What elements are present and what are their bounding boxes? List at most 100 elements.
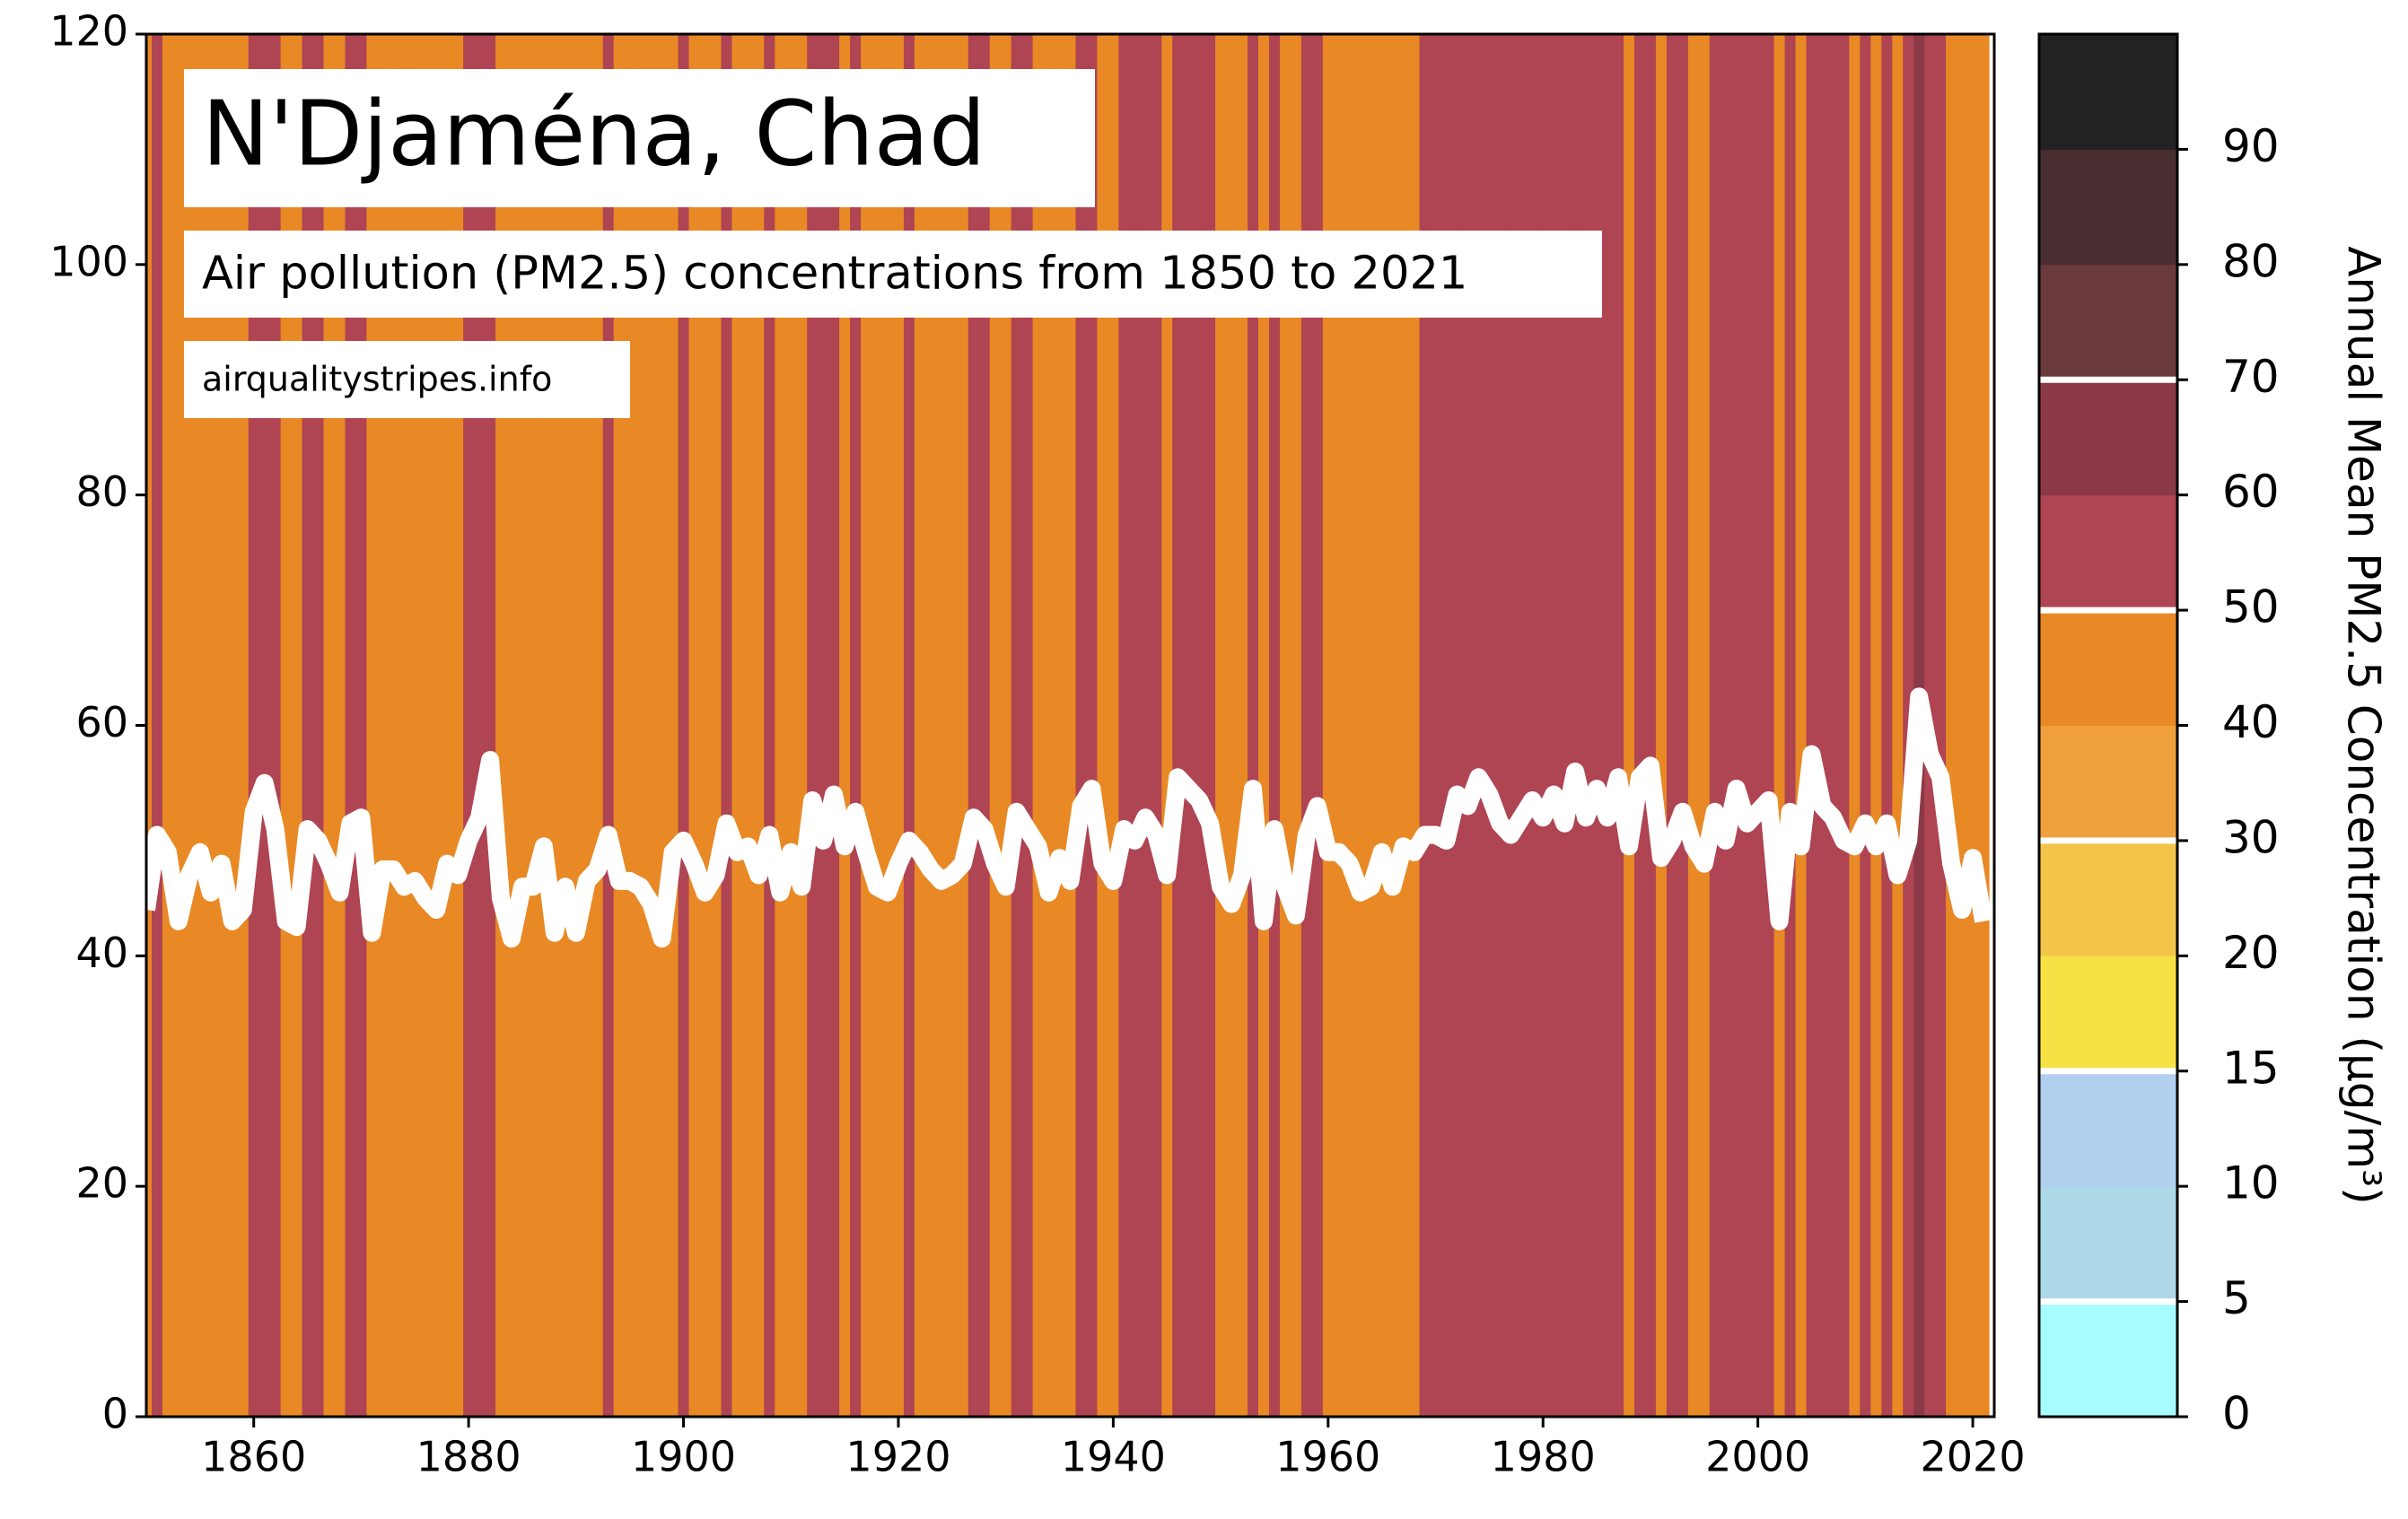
stripe [1548, 34, 1560, 1417]
y-tick-label: 0 [102, 1390, 128, 1438]
x-tick-label: 2020 [1921, 1433, 2026, 1481]
stripe [1570, 34, 1581, 1417]
stripe [828, 34, 840, 1417]
stripe [1333, 34, 1345, 1417]
stripe [1322, 34, 1335, 1417]
stripe [1591, 34, 1603, 1417]
stripe [1290, 34, 1302, 1417]
stripe [1633, 34, 1646, 1417]
stripe [656, 34, 669, 1417]
stripe [796, 34, 808, 1417]
stripe [861, 34, 872, 1417]
stripe [882, 34, 894, 1417]
stripe [1677, 34, 1689, 1417]
stripe [1559, 34, 1571, 1417]
colorbar-tick-label: 60 [2222, 466, 2280, 518]
stripe [688, 34, 701, 1417]
stripe [1376, 34, 1388, 1417]
stripe [1172, 34, 1184, 1417]
stripe [1387, 34, 1399, 1417]
stripe [1806, 34, 1818, 1417]
stripe [162, 34, 174, 1417]
stripe [1795, 34, 1808, 1417]
y-tick-label: 40 [75, 929, 128, 977]
colorbar-segment [2039, 380, 2177, 496]
stripe [1613, 34, 1624, 1417]
stripe [785, 34, 797, 1417]
x-tick-label: 1980 [1491, 1433, 1596, 1481]
stripe [1527, 34, 1538, 1417]
colorbar-tick-label: 40 [2222, 696, 2280, 748]
stripe [1300, 34, 1313, 1417]
stripe [1892, 34, 1904, 1417]
chart-subtitle: Air pollution (PM2.5) concentrations fro… [202, 248, 1467, 301]
stripe [1000, 34, 1012, 1417]
stripe [699, 34, 712, 1417]
y-tick-label: 60 [75, 698, 128, 746]
stripe [1408, 34, 1421, 1417]
colorbar-tick-label: 70 [2222, 351, 2280, 403]
colorbar-segment [2039, 149, 2177, 266]
stripe [1440, 34, 1453, 1417]
colorbar-segment [2039, 264, 2177, 380]
stripe [146, 34, 153, 1417]
colorbar-tick-label: 30 [2222, 811, 2280, 863]
y-tick-label: 120 [49, 7, 128, 56]
stripe [1183, 34, 1195, 1417]
colorbar-segment [2039, 1186, 2177, 1303]
stripe [1967, 34, 1979, 1417]
colorbar-tick-label: 15 [2222, 1042, 2280, 1094]
colorbar-tick-label: 50 [2222, 581, 2280, 633]
stripe [742, 34, 754, 1417]
stripe [1462, 34, 1475, 1417]
chart-title-box [184, 69, 1095, 207]
stripe [1194, 34, 1205, 1417]
stripe [1151, 34, 1162, 1417]
stripe [1204, 34, 1216, 1417]
stripe [1430, 34, 1442, 1417]
stripe [1741, 34, 1754, 1417]
stripe [1354, 34, 1367, 1417]
stripe [1784, 34, 1797, 1417]
chart-title: N'Djaména, Chad [202, 81, 986, 186]
colorbar-tick-label: 90 [2222, 120, 2280, 172]
stripe [946, 34, 959, 1417]
stripe [1537, 34, 1549, 1417]
stripe [1624, 34, 1635, 1417]
stripe [753, 34, 765, 1417]
stripe [1687, 34, 1700, 1417]
stripe [1957, 34, 1968, 1417]
colorbar-tick-label: 0 [2222, 1388, 2251, 1440]
stripe [1881, 34, 1893, 1417]
stripe [667, 34, 679, 1417]
stripe [1161, 34, 1173, 1417]
stripe [1581, 34, 1592, 1417]
stripe [1505, 34, 1517, 1417]
y-tick-label: 100 [49, 237, 128, 285]
stripe [1268, 34, 1281, 1417]
chart-source-box [184, 341, 630, 418]
x-tick-label: 1880 [416, 1433, 521, 1481]
stripe [151, 34, 163, 1417]
stripe [1097, 34, 1108, 1417]
stripe [1215, 34, 1227, 1417]
stripe [1644, 34, 1657, 1417]
chart-subtitle-box [184, 231, 1602, 318]
colorbar-tick-label: 80 [2222, 235, 2280, 287]
stripe [1365, 34, 1378, 1417]
stripe [1043, 34, 1055, 1417]
colorbar-segment [2039, 1070, 2177, 1187]
y-tick-label: 20 [75, 1159, 128, 1208]
stripe [1709, 34, 1721, 1417]
stripe [968, 34, 980, 1417]
colorbar-tick-label: 5 [2222, 1272, 2251, 1324]
stripe [914, 34, 926, 1417]
stripe [1011, 34, 1023, 1417]
colorbar-tick-label: 10 [2222, 1157, 2280, 1209]
stripe [1935, 34, 1947, 1417]
stripe [1946, 34, 1957, 1417]
stripe [807, 34, 819, 1417]
stripe [1516, 34, 1528, 1417]
stripe [775, 34, 786, 1417]
